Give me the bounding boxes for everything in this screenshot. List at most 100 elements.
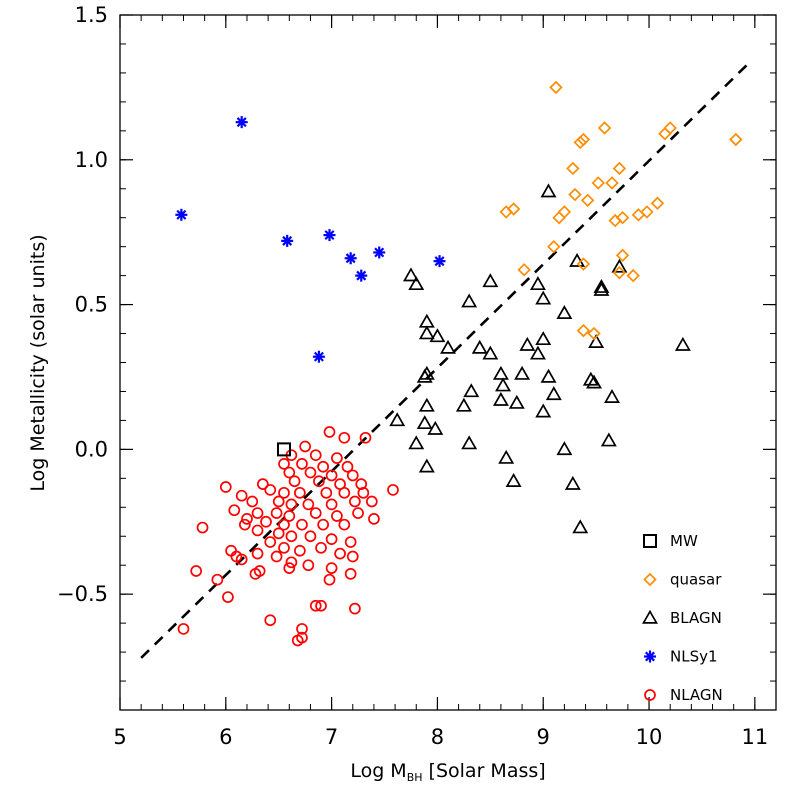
nlagn-point	[325, 533, 338, 545]
quasar-point	[615, 211, 630, 225]
nlagn-point	[283, 466, 296, 479]
blagn-point	[519, 336, 536, 351]
nlagn-point	[313, 475, 325, 488]
series-blagn	[389, 183, 691, 534]
asterisk-stroke	[324, 230, 335, 241]
nlagn-point	[239, 518, 251, 531]
nlagn-point	[256, 478, 269, 490]
nlagn-point	[270, 550, 283, 563]
nlagn-point	[325, 562, 338, 574]
blagn-point	[440, 339, 456, 354]
nlagn-point	[235, 553, 248, 566]
y-tick-label: 1.0	[75, 148, 108, 172]
asterisk-stroke	[236, 117, 247, 128]
nlagn-point	[211, 573, 224, 586]
nlagn-point	[296, 458, 308, 470]
blagn-point	[529, 276, 546, 291]
nlagn-point	[219, 481, 232, 493]
nlagn-point	[278, 541, 290, 554]
quasar-point	[576, 257, 591, 271]
nlagn-point	[344, 536, 357, 548]
x-tick-label: 10	[636, 725, 663, 749]
blagn-point	[482, 273, 499, 288]
legend-label-nlsy1: NLSy1	[670, 648, 718, 666]
quasar-point	[573, 135, 587, 150]
blagn-point	[569, 252, 586, 267]
nlagn-point	[338, 486, 351, 499]
asterisk-stroke	[374, 247, 385, 258]
blagn-point	[556, 305, 573, 319]
quasar-point	[631, 208, 646, 222]
blagn-point	[674, 336, 691, 351]
axis-ticks	[119, 14, 777, 711]
nlagn-point	[264, 484, 277, 496]
quasar-point	[640, 205, 654, 219]
blagn-point	[535, 290, 552, 305]
quasar-point	[605, 176, 619, 190]
nlagn-point	[346, 550, 359, 563]
asterisk-stroke	[434, 256, 445, 267]
nlsy1-point	[344, 252, 357, 265]
nlagn-point	[352, 507, 364, 519]
nlagn-point	[264, 536, 277, 548]
quasar-point	[517, 263, 531, 277]
legend-marker-quasar	[643, 572, 657, 587]
quasar-point	[576, 323, 591, 338]
y-tick-label: 1.5	[75, 3, 108, 27]
legend-marker-blagn	[642, 609, 658, 624]
blagn-point	[471, 339, 488, 354]
legend-item-blagn: BLAGN	[642, 609, 722, 627]
nlagn-point	[270, 507, 283, 519]
nlagn-point	[296, 623, 308, 635]
legend-label-mw: MW	[670, 532, 698, 550]
legend-item-quasar: quasar	[643, 571, 722, 589]
series-nlagn	[177, 426, 399, 647]
legend-label-blagn: BLAGN	[670, 609, 722, 627]
blagn-point	[556, 441, 573, 456]
blagn-point	[403, 267, 419, 282]
nlagn-point	[288, 475, 301, 488]
blagn-point	[593, 278, 610, 293]
nlagn-point	[278, 458, 290, 470]
nlagn-point	[349, 495, 361, 508]
quasar-point	[549, 80, 563, 95]
blagn-point	[564, 475, 581, 490]
nlagn-point	[368, 513, 380, 525]
blagn-point	[540, 368, 557, 383]
nlagn-point	[272, 495, 285, 508]
blagn-point	[582, 371, 599, 386]
blagn-point	[416, 368, 433, 383]
x-tick-label: 5	[113, 725, 126, 749]
nlagn-point	[283, 562, 296, 574]
blagn-point	[495, 377, 511, 392]
asterisk-stroke	[345, 253, 356, 264]
nlagn-point	[309, 507, 322, 519]
fit-line-group	[140, 60, 752, 659]
x-tick-label: 11	[741, 725, 768, 749]
nlagn-point	[341, 460, 354, 473]
data-points	[175, 80, 743, 647]
blagn-point	[455, 397, 472, 412]
nlagn-point	[304, 466, 317, 479]
quasar-point	[547, 239, 561, 254]
nlsy1-point	[373, 246, 386, 259]
nlagn-point	[299, 440, 312, 453]
blagn-point	[588, 334, 605, 348]
blagn-point	[535, 403, 552, 418]
nlagn-point	[285, 556, 298, 569]
nlagn-point	[309, 599, 322, 612]
nlagn-point	[387, 484, 399, 496]
quasar-point	[591, 176, 605, 190]
blagn-point	[463, 383, 480, 398]
blagn-point	[427, 420, 444, 435]
x-tick-label: 8	[431, 725, 444, 749]
blagn-point	[498, 449, 515, 464]
legend-marker-nlagn	[644, 689, 656, 701]
nlagn-point	[278, 518, 290, 531]
nlagn-point	[246, 495, 259, 508]
quasar-point	[506, 202, 521, 216]
nlagn-point	[317, 518, 329, 531]
fit-line	[140, 60, 752, 659]
quasar-point	[568, 187, 582, 202]
